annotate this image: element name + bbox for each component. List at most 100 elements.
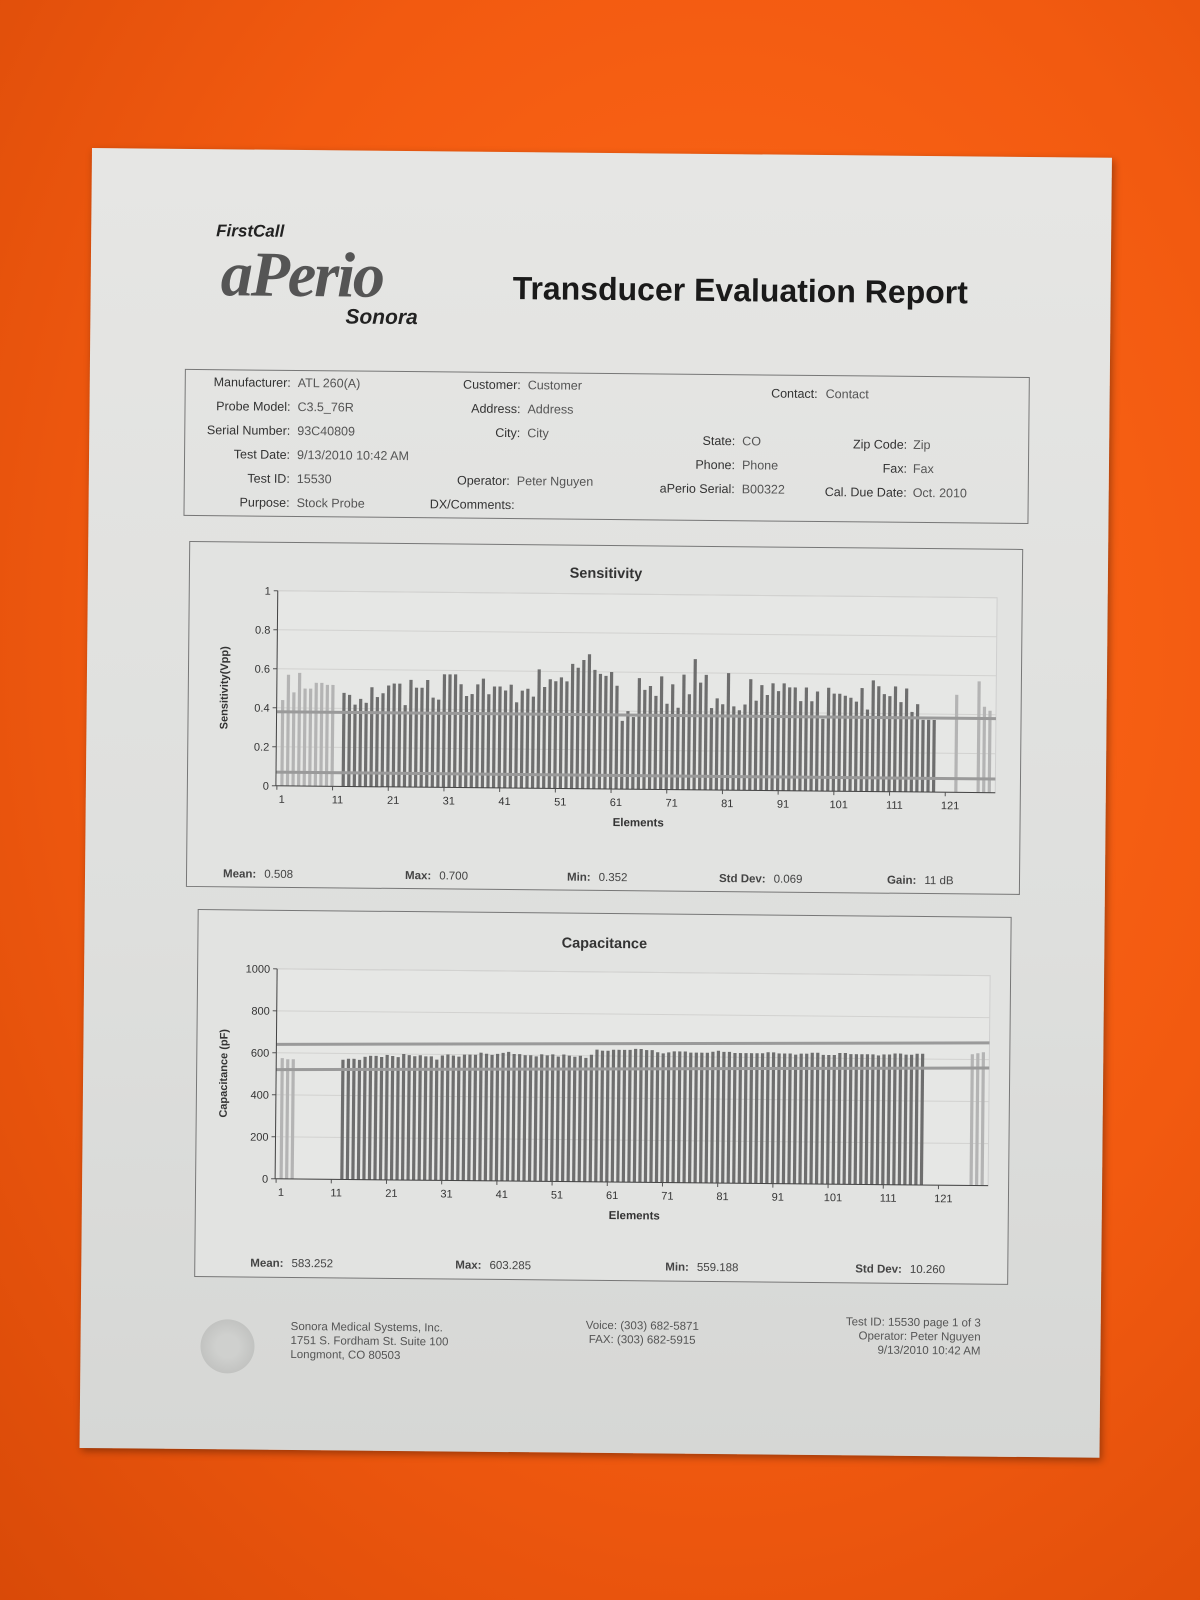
fax-label: Fax: [882, 461, 908, 476]
bar-element-99 [826, 687, 831, 792]
bar-element-59 [603, 675, 608, 789]
bar-element-105 [859, 688, 864, 792]
x-axis-label: Elements [609, 1210, 660, 1222]
y-tick-label: 1000 [246, 964, 271, 976]
bar-element-85 [743, 1053, 748, 1184]
gridline [276, 746, 996, 755]
bar-element-111 [886, 1054, 892, 1185]
bar-element-33 [458, 684, 463, 788]
bar-element-42 [505, 1051, 511, 1182]
bar-element-104 [853, 701, 859, 792]
bar-element-77 [699, 1052, 704, 1183]
bar-element-73 [681, 674, 686, 790]
bar-element-81 [725, 673, 731, 791]
logo-sonora: Sonora [345, 305, 418, 330]
limit-line [276, 1041, 990, 1046]
bar-element-33 [456, 1056, 461, 1181]
bar-element-126 [976, 681, 981, 793]
bar-element-55 [577, 1055, 582, 1182]
x-tick-label: 81 [721, 798, 733, 810]
bar-element-27 [423, 1056, 428, 1181]
bar-element-65 [632, 1048, 638, 1183]
customer-label: Customer: [463, 377, 521, 393]
gridline [277, 668, 997, 677]
y-tick-label: 200 [250, 1132, 268, 1144]
x-tick-label: 101 [829, 799, 847, 811]
bar-element-97 [809, 1052, 814, 1184]
bar-element-102 [837, 1052, 842, 1185]
bar-element-72 [671, 1051, 676, 1183]
phone-value: Phone [741, 458, 779, 473]
bar-element-58 [594, 1049, 599, 1182]
limit-line [276, 710, 996, 721]
bar-element-80 [720, 704, 725, 791]
x-tick-label: 71 [665, 798, 677, 810]
bar-element-114 [903, 1054, 908, 1185]
bar-element-40 [494, 1053, 500, 1181]
bar-element-57 [592, 669, 597, 789]
stat-max-value: 603.285 [489, 1259, 532, 1273]
bar-element-80 [715, 1050, 721, 1184]
footer-voice: Voice: (303) 682-5871 [585, 1319, 699, 1333]
bar-element-86 [748, 1053, 754, 1184]
bar-element-22 [397, 683, 402, 787]
bar-element-1 [280, 700, 285, 786]
x-tick-label: 61 [610, 797, 622, 809]
x-tick-label: 91 [772, 1192, 784, 1204]
bar-element-40 [497, 686, 502, 788]
stat-gain: Gain: 11 dB [887, 875, 954, 888]
gridline [276, 1052, 990, 1061]
y-tick-label: 0 [263, 781, 269, 793]
bar-element-75 [687, 1052, 693, 1183]
x-tick-label: 21 [385, 1188, 397, 1200]
bar-element-57 [588, 1054, 594, 1182]
bar-element-68 [653, 695, 658, 790]
bar-element-67 [647, 686, 653, 790]
zip-value: Zip [913, 437, 931, 453]
y-tick-label: 0 [262, 1174, 268, 1186]
stat-max: Max: 603.285 [455, 1260, 531, 1273]
stat-mean: Mean: 0.508 [223, 868, 293, 881]
bar-element-3 [290, 1059, 295, 1179]
stat-min-value: 559.188 [696, 1261, 739, 1275]
bar-element-95 [798, 1053, 803, 1184]
bar-element-64 [627, 1049, 632, 1183]
bar-element-88 [764, 694, 769, 791]
bar-element-87 [754, 1053, 759, 1184]
bar-element-9 [324, 684, 330, 787]
bar-element-113 [897, 1053, 903, 1185]
bar-element-31 [447, 674, 452, 788]
bar-element-50 [549, 1054, 555, 1182]
bar-element-29 [436, 699, 441, 788]
bar-element-29 [434, 1059, 439, 1181]
cal-due-value: Oct. 2010 [912, 485, 967, 501]
x-tick-label: 71 [661, 1191, 673, 1203]
bar-element-91 [776, 1053, 781, 1184]
bar-element-31 [445, 1054, 450, 1181]
bar-element-87 [759, 685, 764, 791]
stat-min: Min: 559.188 [665, 1262, 738, 1275]
bar-element-61 [614, 685, 619, 790]
bar-element-26 [417, 1055, 422, 1181]
x-tick-label: 21 [387, 795, 399, 807]
stat-mean-label: Mean: [250, 1257, 284, 1270]
dx-comments-label: DX/Comments: [429, 497, 515, 513]
footer-test-info: Test ID: 15530 page 1 of 3 Operator: Pet… [800, 1315, 981, 1359]
bar-element-108 [876, 686, 881, 792]
bar-element-52 [564, 681, 569, 789]
bar-element-107 [864, 1054, 870, 1185]
bar-element-116 [914, 1053, 919, 1185]
bar-element-88 [759, 1053, 765, 1184]
y-axis-label: Capacitance (pF) [218, 1029, 231, 1118]
bar-element-84 [737, 1053, 743, 1184]
bar-element-62 [616, 1049, 621, 1183]
footer-phones: Voice: (303) 682-5871 FAX: (303) 682-591… [586, 1319, 699, 1348]
bar-element-43 [511, 1054, 516, 1182]
bar-element-62 [620, 720, 624, 790]
bar-element-34 [464, 695, 469, 788]
bar-element-28 [428, 1056, 433, 1181]
bar-element-106 [859, 1054, 864, 1185]
stat-mean-value: 0.508 [264, 868, 294, 881]
gridline [275, 1094, 989, 1103]
